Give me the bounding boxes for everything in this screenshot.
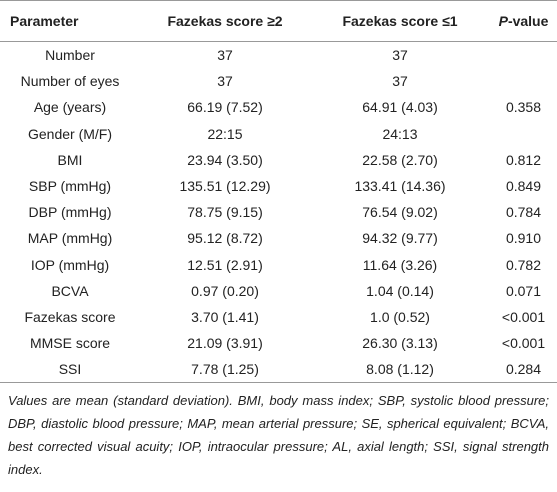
header-cell: P-value [490,0,557,42]
table-cell: 37 [217,47,233,64]
table-row: MMSE score 21.09 (3.91) 26.30 (3.13) <0.001 [0,330,557,356]
table-cell: Fazekas score [24,308,116,325]
table-cell: 0.849 [505,178,542,195]
table-cell: 135.51 (12.29) [179,178,271,195]
data-table: Parameter Fazekas score ≥2 Fazekas score ≤… [0,0,557,384]
table-cell: 12.51 (2.91) [187,256,263,273]
table-cell: 0.782 [505,256,542,273]
table-cell: 78.75 (9.15) [187,204,263,221]
table-cell: 94.32 (9.77) [362,230,438,247]
table-cell: SBP (mmHg) [28,178,112,195]
table-cell [490,68,557,94]
table-cell: 11.64 (3.26) [362,256,438,273]
table-cell: SSI [0,356,140,384]
table-cell: 133.41 (14.36) [354,178,446,195]
footnote: Values are mean (standard deviation). BM… [8,393,549,478]
table-cell: BCVA [51,282,89,299]
table-cell: 8.08 (1.12) [310,356,490,384]
table-row: MAP (mmHg) 95.12 (8.72) 94.32 (9.77) 0.910 [0,225,557,251]
table-cell: 23.94 (3.50) [187,151,263,168]
table-cell: 0.812 [505,151,542,168]
table-cell: <0.001 [501,308,546,325]
table-cell: 21.09 (3.91) [187,335,263,352]
table-cell: 0.910 [505,230,542,247]
table-row: SSI 7.78 (1.25) 8.08 (1.12) 0.284 [0,356,557,384]
table-cell: 37 [217,73,233,90]
table-row: Age (years) 66.19 (7.52) 64.91 (4.03) 0.358 [0,94,557,120]
table-row: Fazekas score 3.70 (1.41) 1.0 (0.52) <0.001 [0,304,557,330]
table-row: BCVA 0.97 (0.20) 1.04 (0.14) 0.071 [0,278,557,304]
table-cell: IOP (mmHg) [30,256,110,273]
table-row: Number of eyes 37 37 [0,68,557,94]
header-cell: Fazekas score ≤1 [310,0,490,42]
table-cell [490,121,557,147]
table-cell: MAP (mmHg) [27,230,113,247]
table-cell: 0.071 [505,282,542,299]
table-row: Number 37 37 [0,42,557,69]
table-cell: BMI [57,151,83,168]
table-row: BMI 23.94 (3.50) 22.58 (2.70) 0.812 [0,147,557,173]
table-cell: Gender (M/F) [27,125,112,142]
table-cell: 26.30 (3.13) [362,335,438,352]
header-italic: P [498,13,508,29]
table-cell: DBP (mmHg) [28,204,112,221]
table-cell: <0.001 [501,335,546,352]
table-cell: 1.0 (0.52) [370,308,430,325]
table-cell [490,42,557,69]
table-cell: 3.70 (1.41) [191,308,259,325]
table-cell: 37 [392,73,408,90]
table-cell: Number of eyes [20,73,120,90]
header-cell: Parameter [0,0,140,42]
table-cell: 7.78 (1.25) [140,356,310,384]
table-row: SBP (mmHg) 135.51 (12.29) 133.41 (14.36) 0.… [0,173,557,199]
table-cell: 66.19 (7.52) [187,99,263,116]
table-cell: 64.91 (4.03) [362,99,438,116]
table-cell: 0.358 [505,99,542,116]
table-cell: Number [45,47,95,64]
table-row: IOP (mmHg) 12.51 (2.91) 11.64 (3.26) 0.782 [0,252,557,278]
table-cell: 24:13 [382,125,418,142]
table-cell: Age (years) [33,99,107,116]
header-text: -value [507,13,549,29]
table-cell: 37 [392,47,408,64]
table-row: DBP (mmHg) 78.75 (9.15) 76.54 (9.02) 0.784 [0,199,557,225]
header-row: Parameter Fazekas score ≥2 Fazekas score ≤… [0,0,557,42]
table-cell: 22:15 [207,125,243,142]
table-row: Gender (M/F) 22:15 24:13 [0,121,557,147]
table-cell: 0.97 (0.20) [191,282,259,299]
table-cell: 76.54 (9.02) [362,204,438,221]
table-cell: 0.784 [505,204,542,221]
header-cell: Fazekas score ≥2 [140,0,310,42]
table-cell: MMSE score [29,335,111,352]
table-cell: 95.12 (8.72) [187,230,263,247]
table-cell: 22.58 (2.70) [362,151,438,168]
table-cell: 1.04 (0.14) [366,282,434,299]
table-cell: 0.284 [490,356,557,384]
